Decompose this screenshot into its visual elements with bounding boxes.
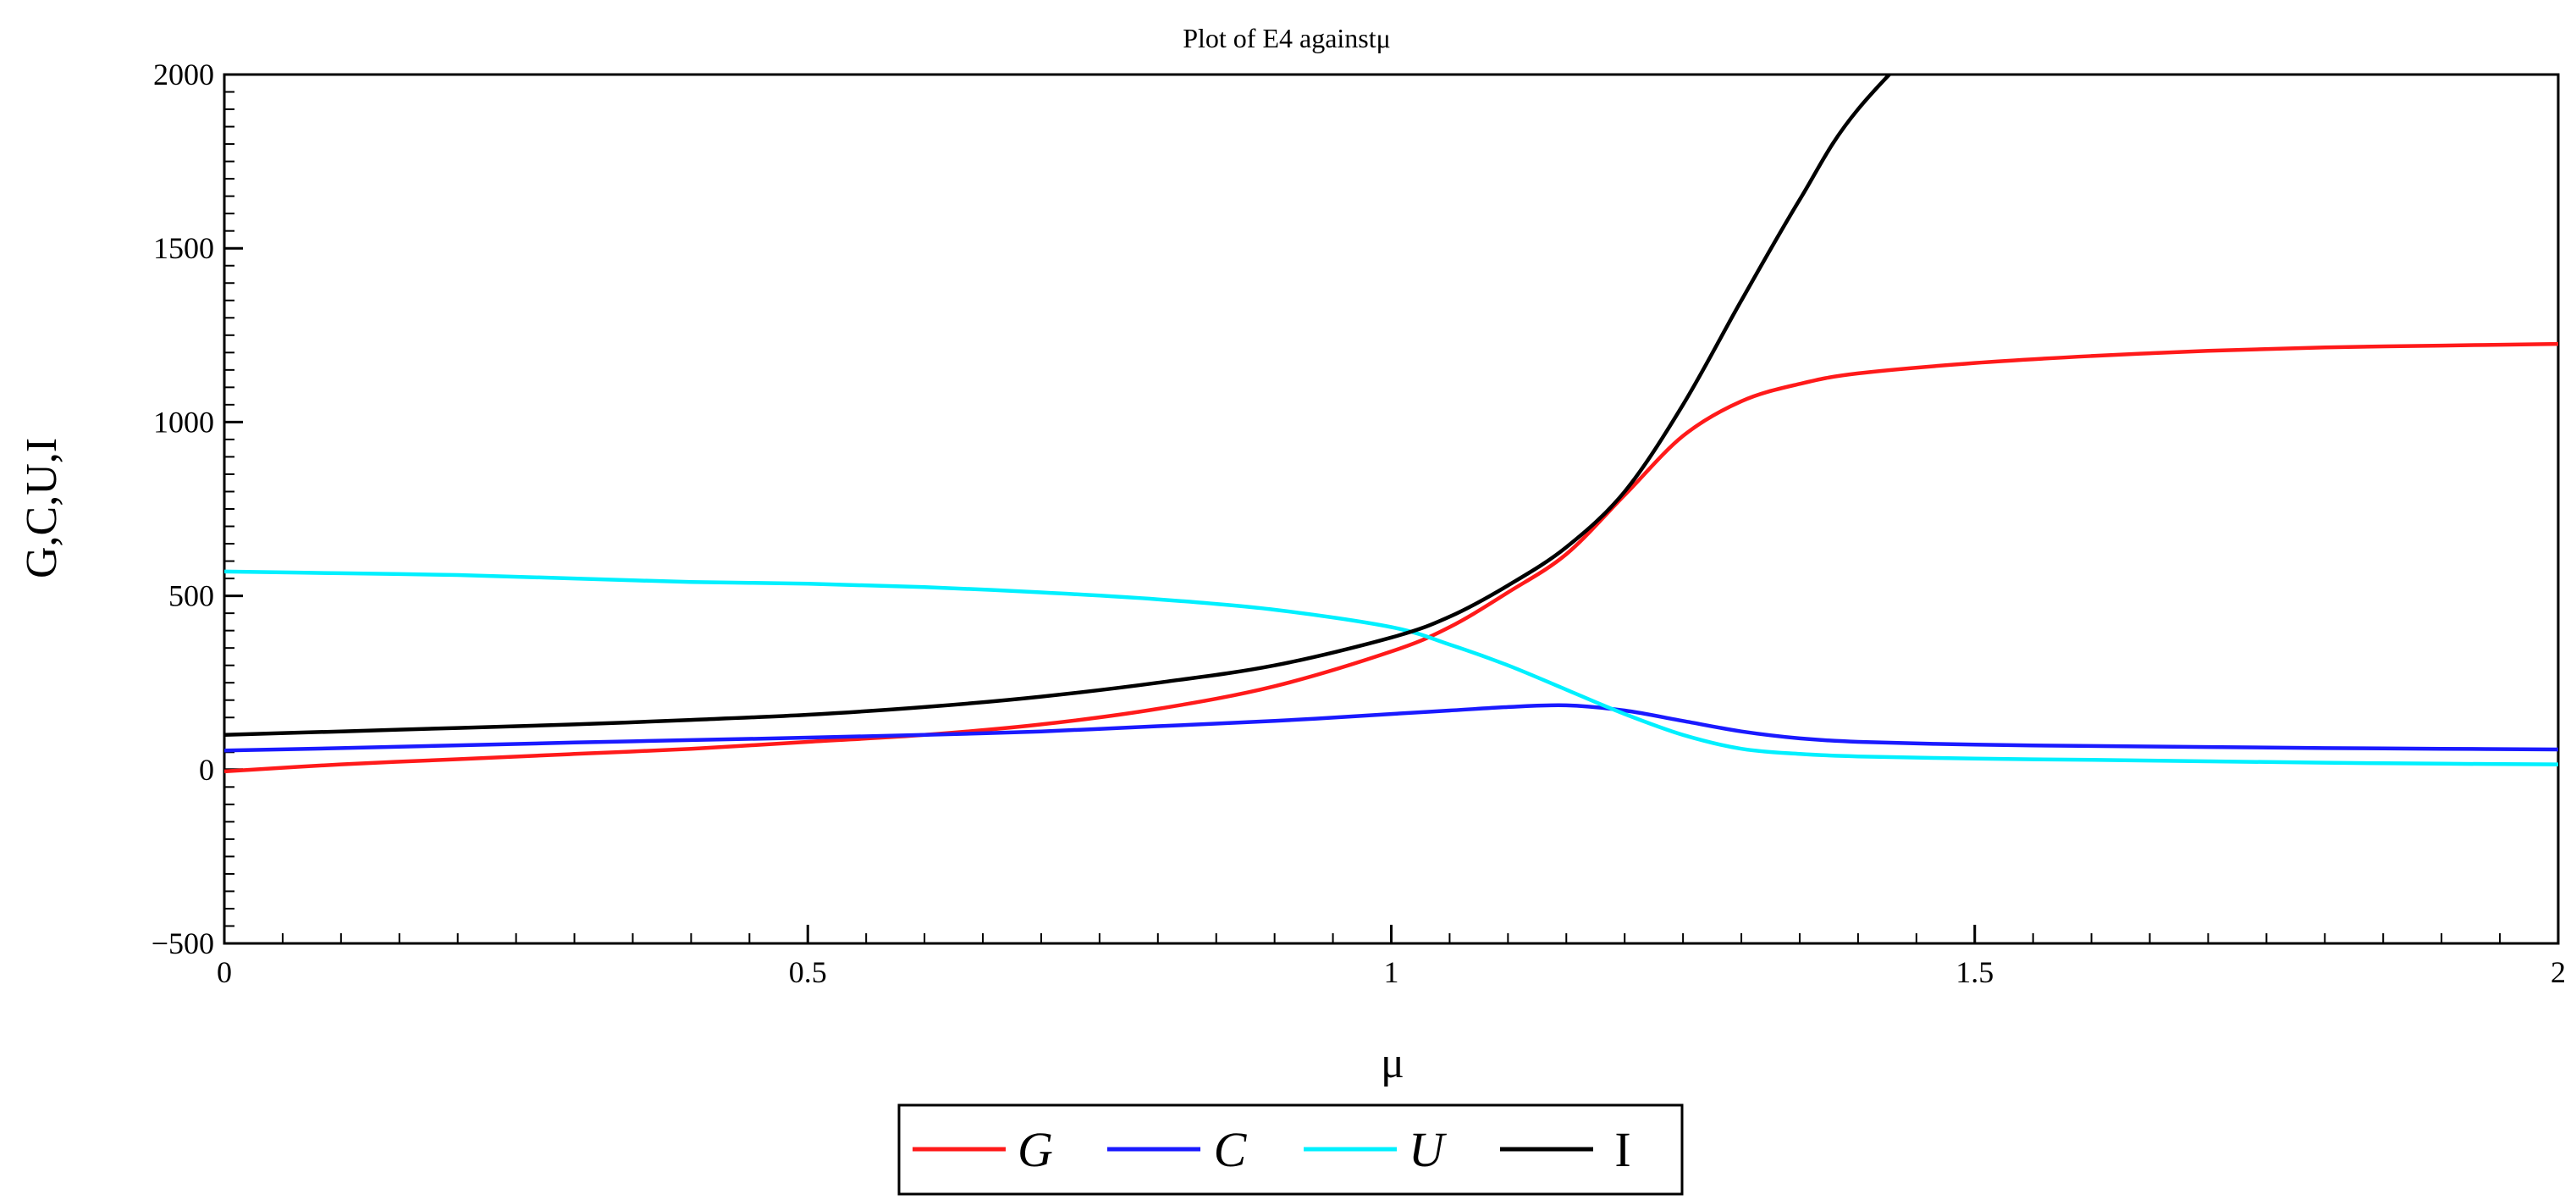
x-tick-label: 0.5 xyxy=(789,955,827,989)
x-axis-label: μ xyxy=(1381,1039,1404,1087)
x-axis-ticks: 0 0.5 1 1.5 2 xyxy=(217,925,2566,989)
y-axis-ticks: −500 0 500 1000 1500 2000 xyxy=(152,58,243,960)
x-tick-label: 0 xyxy=(217,955,232,989)
x-tick-label: 1.5 xyxy=(1955,955,1994,989)
series-line-i xyxy=(224,75,1892,738)
series-lines xyxy=(224,75,2558,774)
y-axis-label: G,C,U,I xyxy=(18,438,66,578)
y-tick-label: 2000 xyxy=(153,58,214,91)
y-tick-label: 0 xyxy=(199,753,214,787)
legend-box xyxy=(897,1103,1684,1196)
y-tick-label: 500 xyxy=(168,579,214,613)
y-tick-label: −500 xyxy=(152,926,214,960)
plot-frame xyxy=(223,73,2560,945)
chart-title: Plot of E4 againstμ xyxy=(1183,23,1391,53)
series-line-c xyxy=(224,703,2558,753)
y-tick-label: 1000 xyxy=(153,405,214,439)
y-tick-label: 1500 xyxy=(153,231,214,265)
legend-label-c: C xyxy=(1214,1122,1248,1177)
minor-ticks xyxy=(224,91,2502,943)
series-line-g xyxy=(224,341,2558,774)
x-tick-label: 2 xyxy=(2551,955,2566,989)
x-tick-label: 1 xyxy=(1384,955,1399,989)
series-line-u xyxy=(224,569,2558,766)
legend-label-i: I xyxy=(1614,1122,1630,1177)
legend-label-g: G xyxy=(1018,1122,1053,1177)
legend-label-u: U xyxy=(1409,1122,1448,1177)
